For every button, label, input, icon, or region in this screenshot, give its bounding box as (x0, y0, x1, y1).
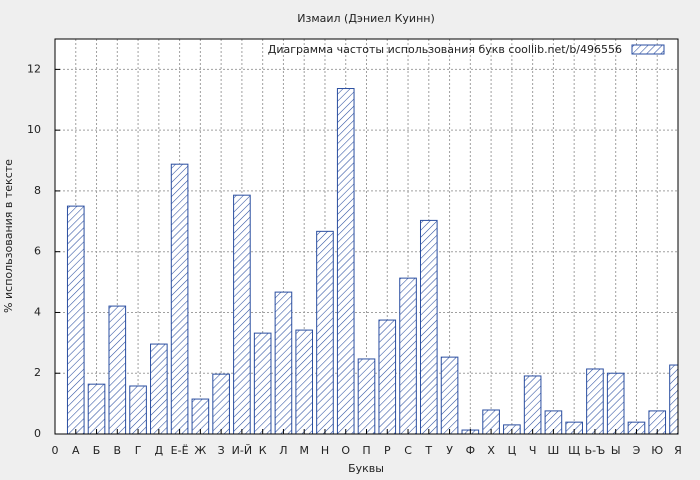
bar (357, 358, 376, 434)
x-tick-label: Я (674, 444, 682, 457)
bar (399, 277, 417, 434)
x-tick-label: Ж (194, 444, 206, 457)
x-tick-label: М (299, 444, 309, 457)
bar (316, 230, 334, 434)
x-tick-label: Л (279, 444, 287, 457)
bar (606, 372, 625, 434)
bar (669, 364, 678, 434)
x-tick-label: Ч (529, 444, 537, 457)
x-tick-label: Ц (508, 444, 517, 457)
x-tick-label: Х (487, 444, 495, 457)
bar (482, 409, 500, 434)
legend: Диаграмма частоты использования букв coo… (268, 43, 665, 56)
x-tick-label: П (362, 444, 370, 457)
y-tick-label: 2 (34, 366, 41, 379)
chart-title: Измаил (Дэниел Куинн) (297, 12, 435, 25)
x-tick-label: О (341, 444, 350, 457)
x-tick-label: К (259, 444, 267, 457)
bar (129, 385, 147, 434)
x-tick-label: Б (93, 444, 101, 457)
bar (212, 373, 230, 434)
x-tick-label: У (446, 444, 453, 457)
y-tick-label: 10 (27, 123, 41, 136)
bars (66, 88, 678, 434)
bar (336, 88, 355, 434)
bar (586, 368, 604, 434)
x-tick-label: 0 (52, 444, 59, 457)
x-tick-label: Т (424, 444, 432, 457)
legend-label: Диаграмма частоты использования букв coo… (268, 43, 622, 56)
x-tick-label: Е-Ё (171, 444, 189, 457)
bar (191, 398, 210, 434)
bar (253, 332, 272, 434)
x-tick-label: Ь-Ъ (585, 444, 606, 457)
bar (108, 305, 127, 434)
x-tick-label: Д (155, 444, 164, 457)
x-tick-label: Ф (466, 444, 475, 457)
bar (274, 291, 293, 434)
x-axis-label: Буквы (348, 462, 384, 475)
x-tick-label: Г (135, 444, 142, 457)
bar (170, 163, 189, 434)
bar (66, 205, 85, 434)
x-tick-label: Ю (651, 444, 663, 457)
x-tick-label: В (114, 444, 122, 457)
bar (150, 343, 168, 434)
x-tick-label: З (218, 444, 225, 457)
x-tick-label: И-Й (232, 444, 252, 457)
x-tick-label: Ы (611, 444, 621, 457)
bar (87, 383, 106, 434)
y-axis-label: % использования в тексте (2, 159, 15, 313)
x-tick-label: Ш (548, 444, 560, 457)
x-tick-label: Щ (568, 444, 580, 457)
x-tick-label: Р (384, 444, 391, 457)
x-tick-label: С (404, 444, 412, 457)
legend-swatch (631, 44, 665, 55)
y-tick-label: 4 (34, 305, 41, 318)
bar (440, 356, 459, 434)
y-tick-label: 8 (34, 184, 41, 197)
y-tick-label: 12 (27, 62, 41, 75)
bar (233, 194, 251, 434)
x-tick-label: Н (321, 444, 329, 457)
bar (378, 319, 397, 434)
bar (523, 375, 542, 434)
y-tick-label: 6 (34, 245, 41, 258)
y-tick-label: 0 (34, 427, 41, 440)
x-tick-label: А (72, 444, 80, 457)
bar (295, 329, 314, 434)
bar (419, 219, 438, 434)
x-tick-label: Э (633, 444, 641, 457)
